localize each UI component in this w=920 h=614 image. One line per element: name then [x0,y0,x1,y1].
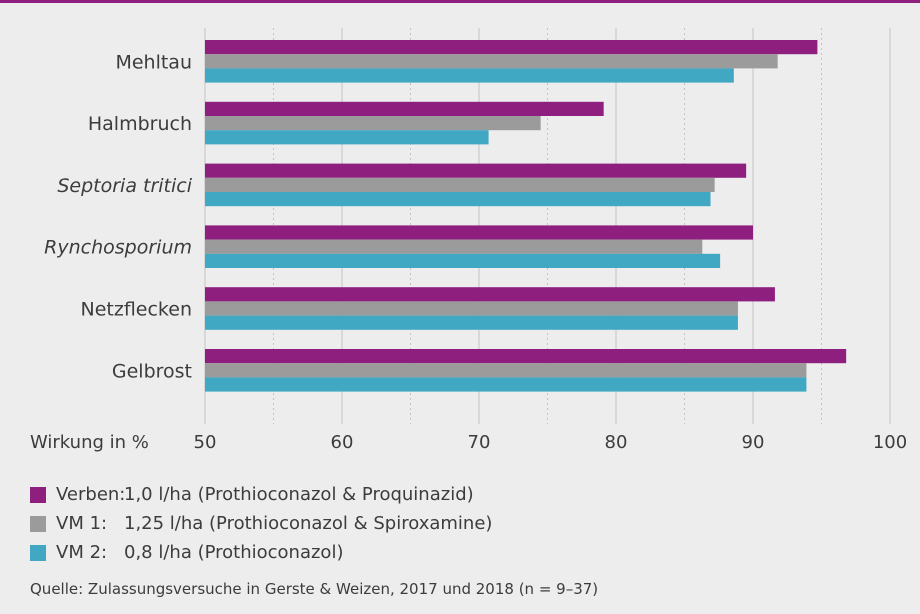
legend: Verben: 1,0 l/ha (Prothioconazol & Proqui… [30,480,492,567]
x-tick-label: 70 [468,432,491,453]
x-tick-label: 80 [605,432,628,453]
legend-series-name: VM 2: [56,542,108,563]
legend-swatch [30,544,46,561]
legend-series-description: 1,0 l/ha (Prothioconazol & Proquinazid) [124,484,474,505]
bar-netzflecken-2 [205,301,738,316]
legend-series-description: 1,25 l/ha (Prothioconazol & Spiroxamine) [124,513,493,534]
legend-item: VM 1: 1,25 l/ha (Prothioconazol & Spiroxa… [30,509,492,538]
bar-gelbrost-1 [205,349,847,364]
x-axis-title: Wirkung in % [30,432,149,453]
legend-swatch [30,486,46,503]
legend-series-name: Verben: [56,484,126,505]
bar-mehltau-3 [205,68,734,83]
bar-rynchosporium-2 [205,239,703,254]
legend-item: Verben: 1,0 l/ha (Prothioconazol & Proqui… [30,480,492,509]
bar-septoria-tritici-2 [205,177,715,192]
bar-halmbruch-1 [205,101,604,116]
bar-septoria-tritici-1 [205,163,747,178]
x-tick-label: 50 [194,432,217,453]
bar-netzflecken-3 [205,315,738,330]
category-label: Septoria tritici [57,175,192,197]
x-tick-label: 60 [331,432,354,453]
legend-series-description: 0,8 l/ha (Prothioconazol) [124,542,344,563]
category-label: Gelbrost [112,360,192,382]
source-note: Quelle: Zulassungsversuche in Gerste & W… [30,580,599,598]
bar-halmbruch-2 [205,116,541,131]
bar-septoria-tritici-3 [205,192,711,207]
bar-netzflecken-1 [205,287,775,302]
legend-series-name: VM 1: [56,513,108,534]
legend-item: VM 2: 0,8 l/ha (Prothioconazol) [30,538,492,567]
bar-rynchosporium-1 [205,225,753,240]
top-rule [0,0,920,3]
bar-gelbrost-2 [205,363,807,378]
bar-mehltau-1 [205,40,818,55]
bar-gelbrost-3 [205,377,807,392]
x-tick-label: 100 [873,432,907,453]
bar-halmbruch-3 [205,130,489,145]
x-tick-label: 90 [742,432,765,453]
category-label: Netzflecken [81,299,193,321]
bar-rynchosporium-3 [205,253,721,268]
category-label: Rynchosporium [44,237,192,259]
category-label: Mehltau [115,51,192,73]
bar-chart: Mehltau Halmbruch Septoria tritici Rynchosp… [30,28,907,453]
category-label: Halmbruch [88,113,192,135]
legend-swatch [30,515,46,532]
bar-mehltau-2 [205,54,778,69]
